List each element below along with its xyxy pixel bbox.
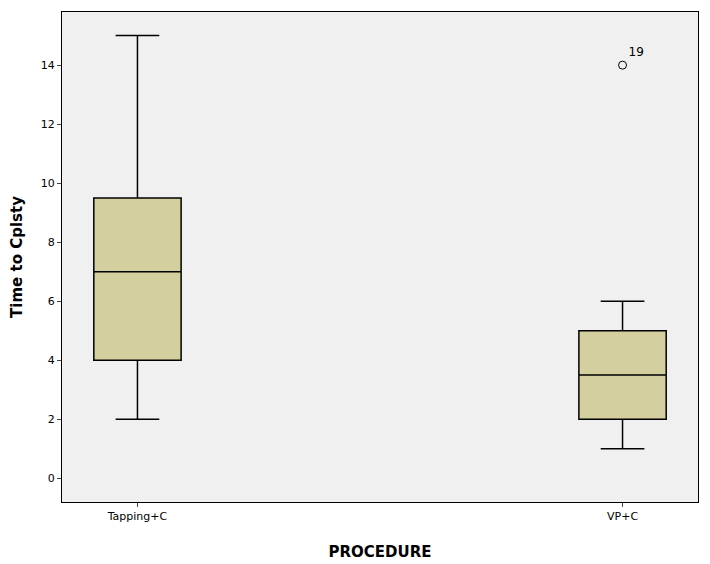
svg-text:Tapping+C: Tapping+C xyxy=(107,510,168,523)
svg-text:19: 19 xyxy=(629,45,644,59)
svg-text:6: 6 xyxy=(48,295,55,308)
svg-text:Time to Cplsty: Time to Cplsty xyxy=(8,196,26,318)
svg-text:4: 4 xyxy=(48,354,55,367)
svg-text:8: 8 xyxy=(48,236,55,249)
svg-text:VP+C: VP+C xyxy=(607,510,638,523)
svg-text:10: 10 xyxy=(41,177,55,190)
svg-text:PROCEDURE: PROCEDURE xyxy=(329,543,432,561)
svg-text:2: 2 xyxy=(48,413,55,426)
svg-text:0: 0 xyxy=(48,472,55,485)
svg-text:12: 12 xyxy=(41,118,55,131)
svg-text:14: 14 xyxy=(41,59,55,72)
